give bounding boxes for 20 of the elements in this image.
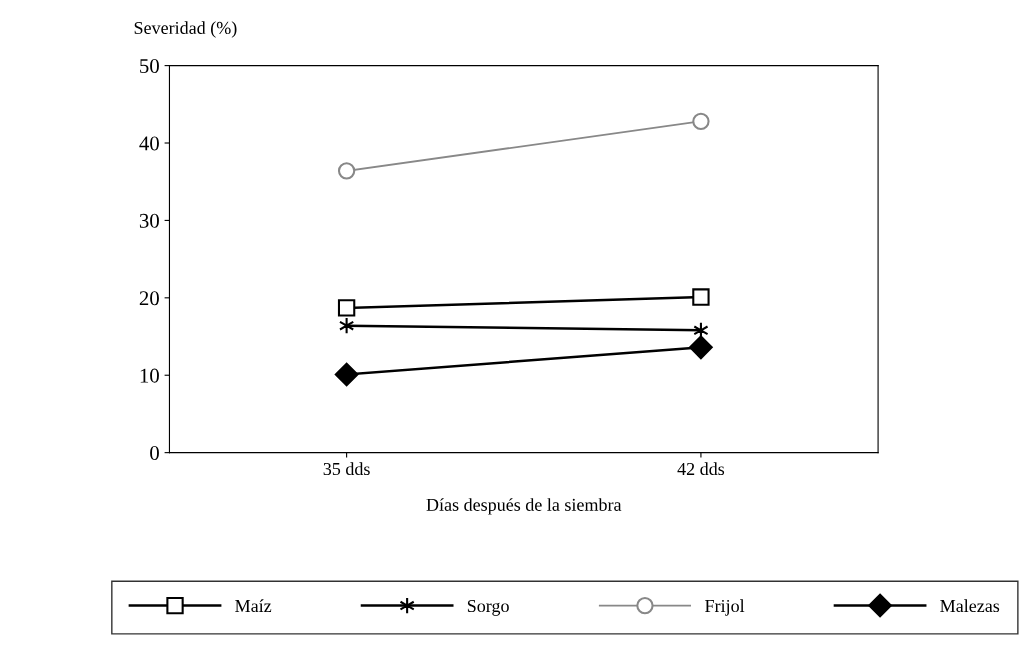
y-tick-label: 40 <box>139 136 159 151</box>
y-tick-label: 20 <box>139 291 159 306</box>
x-tick-label: 35 dds <box>323 462 370 476</box>
y-axis-title: Severidad (%) <box>134 21 237 38</box>
point <box>337 299 356 317</box>
y-tick-label: 10 <box>140 368 159 383</box>
point <box>337 162 356 180</box>
legend-label: Malezas <box>940 599 1000 613</box>
legend-label: Sorgo <box>467 599 509 616</box>
point <box>692 112 710 131</box>
point <box>334 362 359 387</box>
y-tick-label: 0 <box>150 446 159 461</box>
point <box>689 335 713 360</box>
y-tick-label: 50 <box>140 58 159 74</box>
legend-label: Frijol <box>705 599 745 616</box>
x-axis-title: Días después de la siembra <box>426 498 622 515</box>
point <box>692 288 710 306</box>
legend-label: Maíz <box>235 599 272 613</box>
x-tick-label: 42 dds <box>677 462 725 476</box>
y-tick-label: 30 <box>139 213 159 228</box>
